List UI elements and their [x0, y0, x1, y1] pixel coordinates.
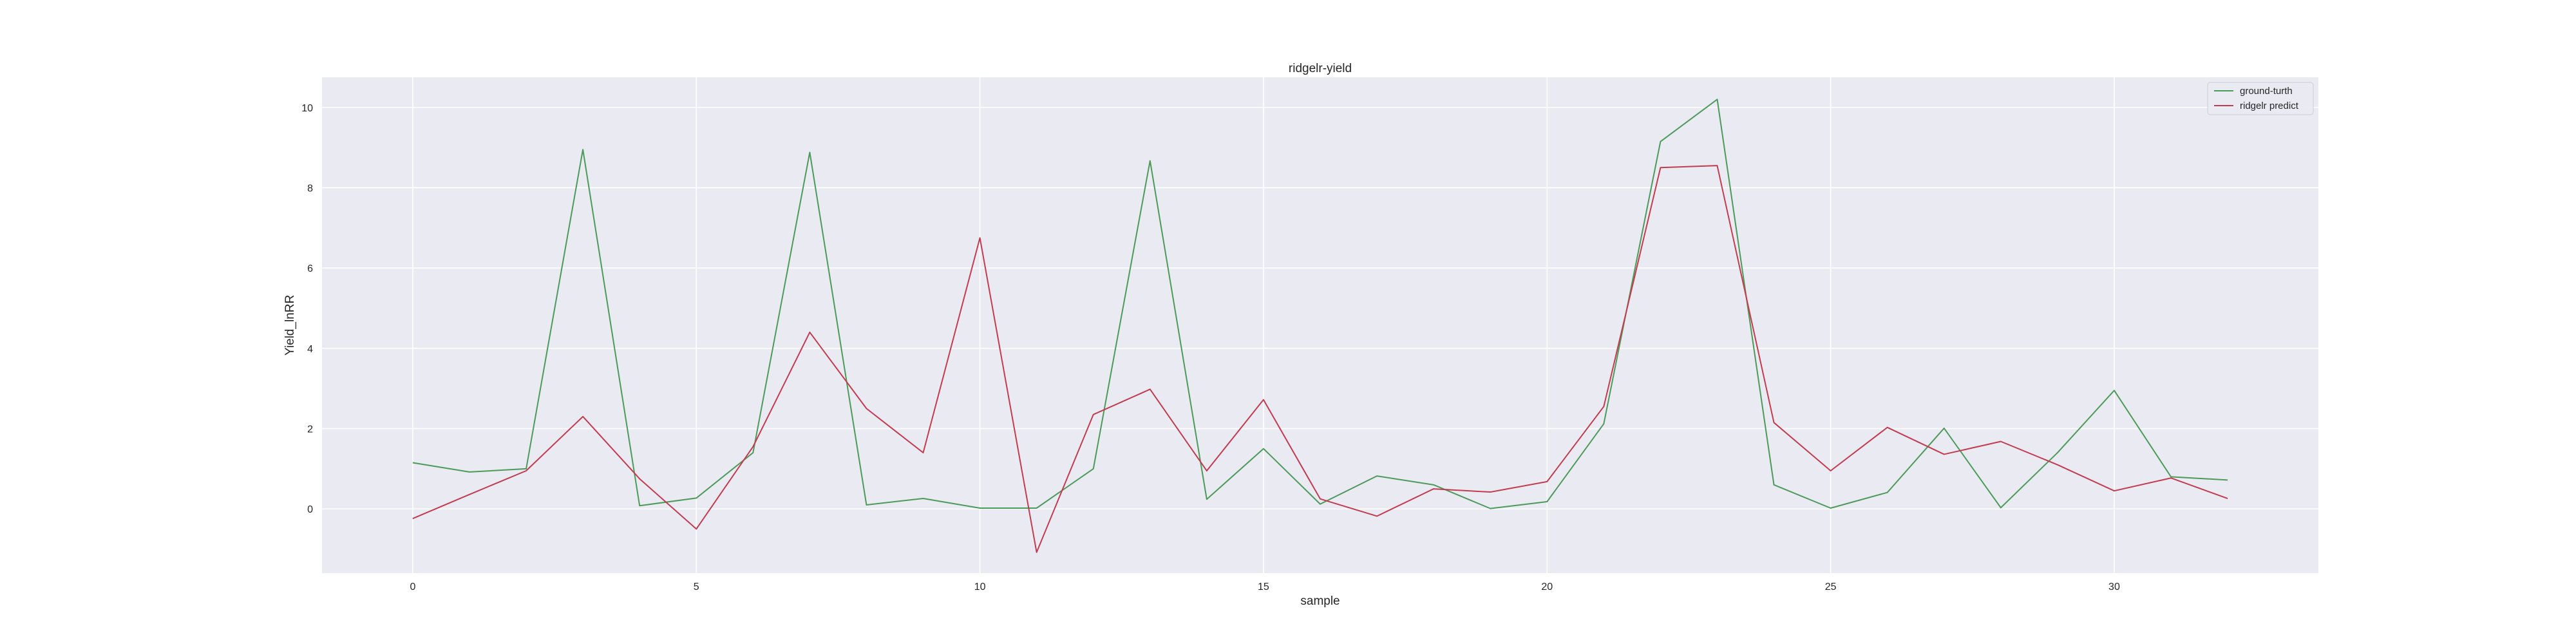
x-axis-label: sample [1300, 594, 1340, 608]
legend-label-ridgelr-predict: ridgelr predict [2240, 100, 2299, 111]
legend-box [2207, 82, 2314, 115]
y-tick-label: 6 [307, 263, 313, 274]
series-line-ground-turth [412, 99, 2228, 509]
series-line-ridgelr-predict [412, 165, 2228, 553]
y-tick-label: 4 [307, 344, 313, 355]
legend: ground-turth ridgelr predict [2207, 82, 2314, 115]
y-axis-label: Yield_lnRR [283, 295, 297, 355]
x-tick-label: 20 [1541, 582, 1553, 592]
y-tick-labels: 0 2 4 6 8 10 [301, 103, 313, 515]
y-tick-label: 0 [307, 504, 313, 515]
series-lines [412, 99, 2228, 553]
grid-lines [322, 77, 2318, 573]
legend-label-ground-turth: ground-turth [2240, 86, 2293, 97]
x-tick-label: 25 [1825, 582, 1837, 592]
y-tick-label: 2 [307, 424, 313, 435]
x-tick-label: 15 [1258, 582, 1269, 592]
y-tick-label: 8 [307, 183, 313, 194]
chart-title: ridgelr-yield [1289, 62, 1352, 75]
plot-background [322, 77, 2318, 573]
x-tick-label: 0 [410, 582, 415, 592]
x-tick-label: 5 [694, 582, 699, 592]
y-tick-label: 10 [301, 103, 313, 114]
x-tick-label: 30 [2108, 582, 2120, 592]
x-tick-label: 10 [974, 582, 986, 592]
x-tick-labels: 0 5 10 15 20 25 30 [410, 582, 2119, 592]
